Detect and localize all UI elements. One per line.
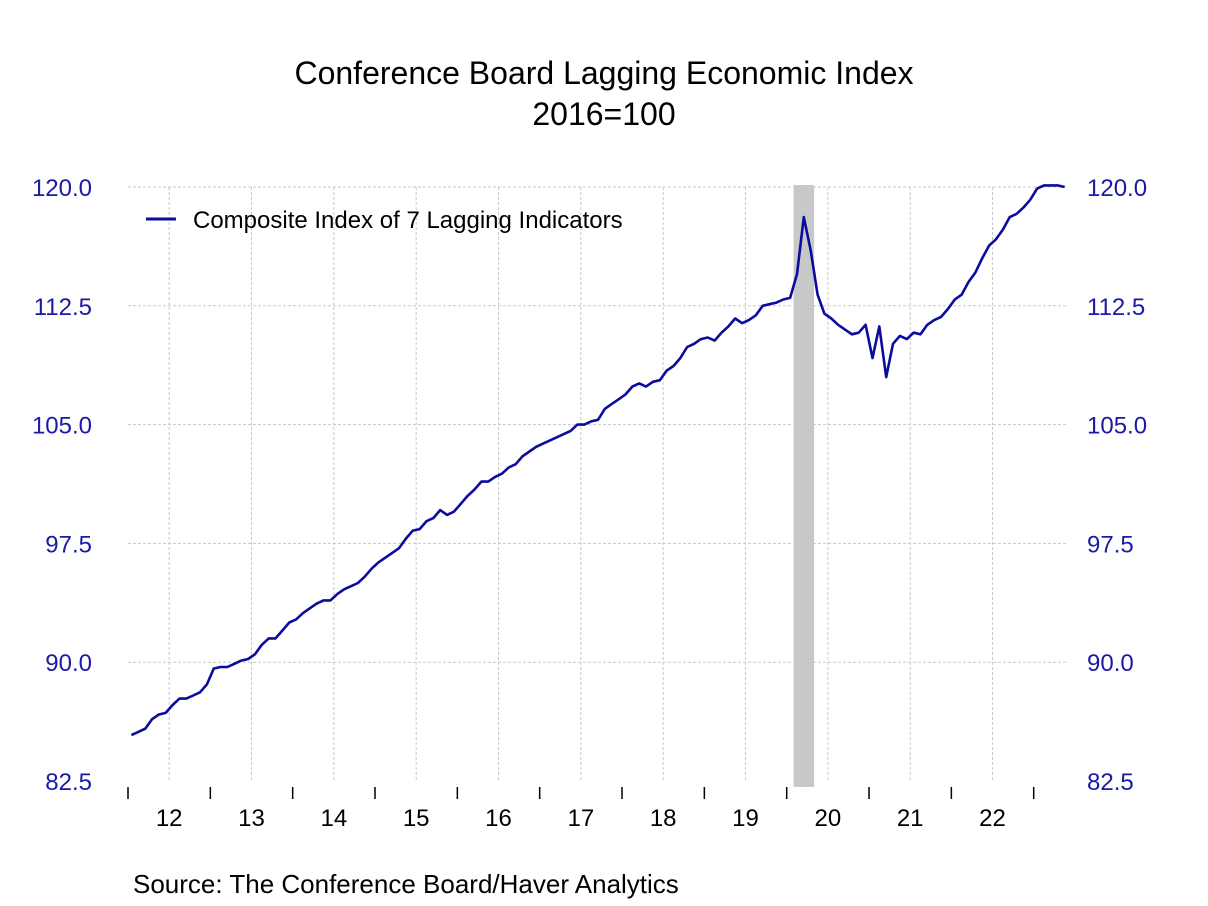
x-tick-label: 14 bbox=[320, 805, 347, 832]
x-tick-label: 21 bbox=[897, 805, 924, 832]
chart-subtitle: 2016=100 bbox=[532, 96, 675, 132]
source-note: Source: The Conference Board/Haver Analy… bbox=[133, 869, 679, 899]
y-tick-label-right: 90.0 bbox=[1087, 650, 1134, 677]
x-tick-label: 15 bbox=[403, 805, 430, 832]
y-tick-label-left: 82.5 bbox=[45, 769, 92, 796]
chart-title: Conference Board Lagging Economic Index bbox=[294, 55, 913, 91]
x-tick-label: 20 bbox=[815, 805, 842, 832]
y-tick-label-left: 105.0 bbox=[32, 413, 92, 440]
recession-shading bbox=[793, 185, 815, 787]
y-tick-label-right: 120.0 bbox=[1087, 175, 1147, 202]
x-tick-label: 12 bbox=[156, 805, 183, 832]
x-axis-labels: 12 13 14 15 16 17 18 19 20 21 22 bbox=[156, 805, 1006, 832]
recession-bar bbox=[793, 185, 815, 787]
grid-lines bbox=[128, 186, 1068, 781]
legend: Composite Index of 7 Lagging Indicators bbox=[146, 207, 623, 234]
x-tick-label: 16 bbox=[485, 805, 512, 832]
x-tick-label: 19 bbox=[732, 805, 759, 832]
y-tick-label-right: 112.5 bbox=[1087, 294, 1145, 321]
y-tick-label-left: 90.0 bbox=[45, 650, 92, 677]
y-tick-label-left: 97.5 bbox=[45, 531, 92, 558]
series-line-composite-index bbox=[130, 184, 1065, 737]
y-tick-label-right: 97.5 bbox=[1087, 531, 1134, 558]
y-axis-labels: 82.5 82.5 90.0 90.0 97.5 97.5 105.0 105.0 112.5 1… bbox=[32, 175, 1147, 796]
x-axis bbox=[127, 787, 1035, 799]
y-tick-label-right: 82.5 bbox=[1087, 769, 1134, 796]
x-tick-label: 18 bbox=[650, 805, 677, 832]
legend-label: Composite Index of 7 Lagging Indicators bbox=[193, 207, 623, 234]
x-tick-label: 13 bbox=[238, 805, 265, 832]
y-tick-label-left: 112.5 bbox=[34, 294, 92, 321]
y-tick-label-right: 105.0 bbox=[1087, 413, 1147, 440]
series-layer bbox=[130, 184, 1065, 737]
x-tick-label: 17 bbox=[567, 805, 594, 832]
x-tick-label: 22 bbox=[979, 805, 1006, 832]
y-tick-label-left: 120.0 bbox=[32, 175, 92, 202]
